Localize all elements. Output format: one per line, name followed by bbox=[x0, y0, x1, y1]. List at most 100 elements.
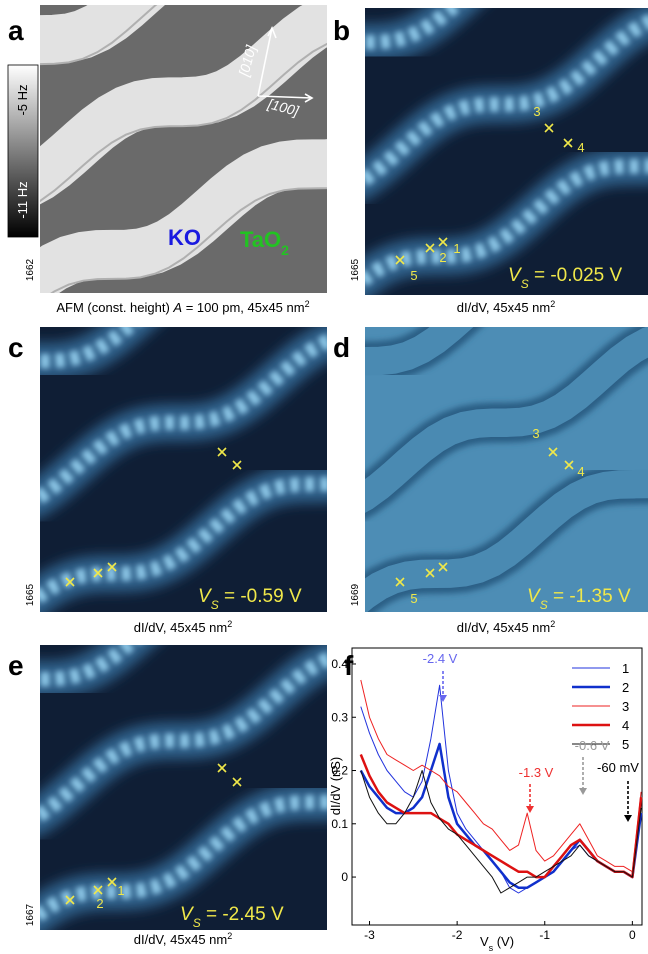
panel-letter: d bbox=[333, 332, 350, 363]
site-marker bbox=[438, 562, 448, 572]
annotation: -0.6 V bbox=[575, 738, 610, 753]
panel-letter: e bbox=[8, 650, 24, 681]
y-tick-label: 0.4 bbox=[331, 657, 348, 671]
site-marker bbox=[544, 123, 554, 133]
site-number: 1 bbox=[117, 883, 124, 898]
site-number: 3 bbox=[532, 426, 539, 441]
image-id: 1669 bbox=[350, 583, 361, 606]
tao-subscript: 2 bbox=[281, 242, 289, 258]
site-marker bbox=[438, 237, 448, 247]
x-tick-label: -2 bbox=[452, 928, 463, 942]
bias-value: = -1.35 V bbox=[548, 586, 631, 607]
series-line bbox=[359, 754, 643, 879]
ko-label: KO bbox=[168, 225, 201, 250]
colorbar bbox=[7, 64, 39, 238]
site-number: 2 bbox=[439, 250, 446, 265]
image-id: 1665 bbox=[350, 258, 361, 281]
tao2-label: TaO2 bbox=[240, 227, 289, 258]
panel-letter: b bbox=[333, 15, 350, 46]
legend-label: 1 bbox=[622, 661, 629, 676]
terrace bbox=[40, 5, 327, 205]
x-tick-label: -3 bbox=[364, 928, 375, 942]
caption: dI/dV, 45x45 nm2 bbox=[457, 299, 556, 315]
terrace bbox=[40, 139, 327, 293]
image-id: 1667 bbox=[25, 903, 36, 926]
bias-symbol: V bbox=[527, 586, 542, 607]
legend-label: 2 bbox=[622, 680, 629, 695]
annotation: -1.3 V bbox=[519, 765, 554, 780]
caption-part: = 100 pm, 45x45 nm bbox=[182, 300, 305, 315]
y-axis-label: dI/dV (nS) bbox=[328, 757, 343, 816]
caption-part: 2 bbox=[550, 619, 555, 629]
site-number: 3 bbox=[533, 104, 540, 119]
x-label-sub: s bbox=[489, 943, 494, 953]
caption: AFM (const. height) A = 100 pm, 45x45 nm… bbox=[56, 299, 309, 315]
site-marker bbox=[232, 460, 242, 470]
image bbox=[40, 645, 327, 930]
site-marker bbox=[93, 885, 103, 895]
x-tick-label: 0 bbox=[629, 928, 636, 942]
image bbox=[365, 8, 648, 295]
site-number: 4 bbox=[577, 140, 584, 155]
site-marker bbox=[425, 243, 435, 253]
site-marker bbox=[395, 255, 405, 265]
stripe bbox=[40, 333, 327, 505]
terrace bbox=[40, 5, 165, 65]
site-number: 2 bbox=[96, 896, 103, 911]
bias-symbol: V bbox=[198, 586, 213, 607]
site-marker bbox=[65, 577, 75, 587]
image bbox=[365, 327, 648, 612]
site-marker bbox=[217, 763, 227, 773]
bias-subscript: S bbox=[211, 598, 219, 612]
site-marker bbox=[548, 447, 558, 457]
caption-part: 2 bbox=[227, 931, 232, 941]
stripe bbox=[365, 327, 474, 376]
stripe bbox=[365, 14, 648, 188]
site-number: 5 bbox=[410, 268, 417, 283]
y-tick-label: 0.2 bbox=[331, 764, 348, 778]
bias-subscript: S bbox=[193, 916, 201, 930]
bias-value: = -0.59 V bbox=[219, 586, 302, 607]
image bbox=[40, 327, 327, 612]
plot-frame bbox=[351, 647, 643, 926]
caption-part: dI/dV, 45x45 nm bbox=[457, 300, 550, 315]
stripe bbox=[365, 8, 463, 50]
stripe bbox=[365, 327, 648, 513]
site-marker bbox=[425, 568, 435, 578]
bias-voltage: VS = -1.35 V bbox=[527, 586, 631, 612]
annotation-arrowhead bbox=[526, 806, 534, 813]
site-marker bbox=[564, 460, 574, 470]
x-tick-label: -1 bbox=[539, 928, 550, 942]
colorbar-top-label: -5 Hz bbox=[15, 84, 30, 115]
panel-letter: f bbox=[344, 650, 354, 681]
annotation: -60 mV bbox=[597, 760, 639, 775]
x-axis-label: Vs (V) bbox=[480, 934, 514, 953]
caption-part: A bbox=[172, 300, 182, 315]
stripe bbox=[40, 645, 139, 687]
y-tick-label: 0.1 bbox=[331, 817, 348, 831]
site-marker bbox=[65, 895, 75, 905]
terrace-edge bbox=[50, 187, 327, 293]
colorbar-bottom-label: -11 Hz bbox=[15, 181, 30, 218]
legend-label: 4 bbox=[622, 718, 629, 733]
site-marker bbox=[107, 877, 117, 887]
x-label-unit: (V) bbox=[493, 934, 514, 949]
terrace-edge bbox=[40, 5, 158, 66]
site-marker bbox=[563, 138, 573, 148]
image-id: 1662 bbox=[25, 258, 36, 281]
y-tick-label: 0.3 bbox=[331, 710, 348, 724]
bias-value: = -2.45 V bbox=[201, 904, 284, 925]
annotation: -2.4 V bbox=[423, 651, 458, 666]
bias-voltage: VS = -2.45 V bbox=[180, 904, 284, 930]
caption: dI/dV, 45x45 nm2 bbox=[457, 619, 556, 635]
site-number: 4 bbox=[577, 464, 584, 479]
stripe bbox=[40, 794, 327, 923]
bias-symbol: V bbox=[180, 904, 195, 925]
bias-subscript: S bbox=[521, 277, 529, 291]
annotation-arrowhead bbox=[579, 788, 587, 795]
legend-label: 3 bbox=[622, 699, 629, 714]
caption: dI/dV, 45x45 nm2 bbox=[134, 619, 233, 635]
bias-value: = -0.025 V bbox=[529, 265, 623, 286]
image-id: 1665 bbox=[25, 583, 36, 606]
